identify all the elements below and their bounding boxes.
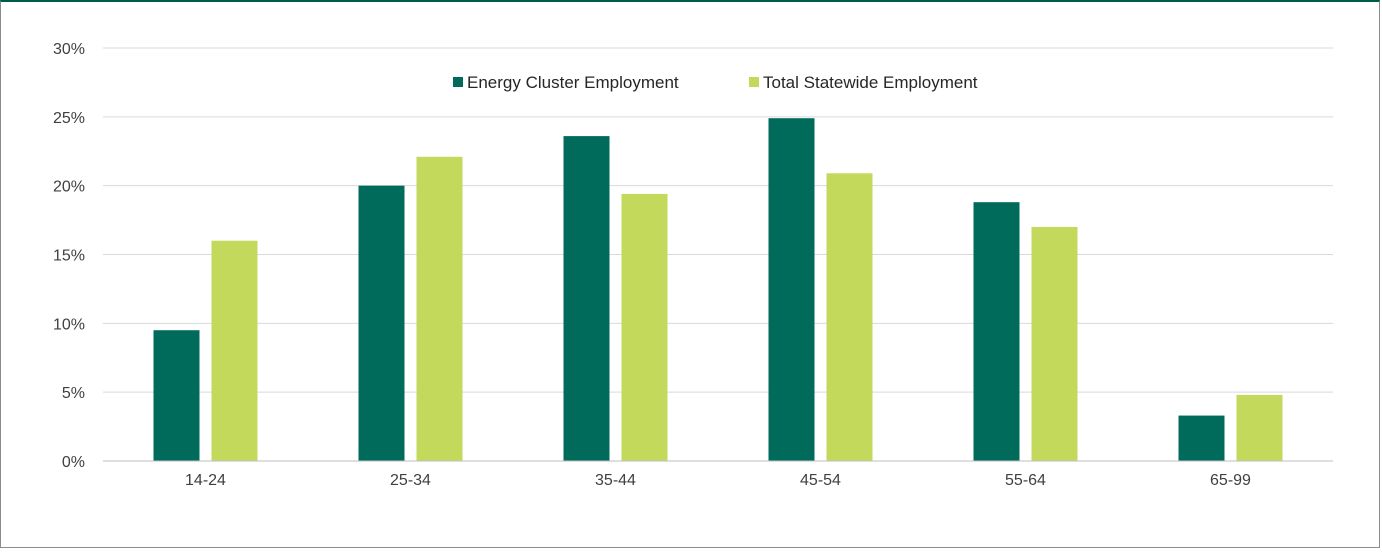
bar-total-statewide-14-24 — [211, 240, 258, 461]
x-tick-label: 65-99 — [1210, 472, 1251, 489]
legend-swatch — [453, 77, 463, 87]
bar-energy-cluster-14-24 — [153, 330, 200, 461]
bar-total-statewide-45-54 — [826, 173, 873, 461]
y-tick-label: 30% — [53, 41, 85, 58]
bar-energy-cluster-35-44 — [563, 136, 610, 461]
legend: Energy Cluster Employment Total Statewide… — [453, 73, 978, 92]
bar-energy-cluster-25-34 — [358, 185, 405, 461]
bar-energy-cluster-55-64 — [973, 202, 1020, 462]
y-tick-label: 15% — [53, 248, 85, 265]
x-tick-label: 45-54 — [800, 472, 841, 489]
x-tick-label: 14-24 — [185, 472, 226, 489]
gridlines — [103, 47, 1333, 393]
bar-total-statewide-35-44 — [621, 193, 668, 461]
legend-swatch — [749, 77, 759, 87]
bar-total-statewide-25-34 — [416, 156, 463, 462]
y-tick-label: 25% — [53, 110, 85, 127]
x-tick-label: 55-64 — [1005, 472, 1046, 489]
legend-label: Total Statewide Employment — [763, 73, 978, 92]
bar-energy-cluster-65-99 — [1178, 415, 1225, 461]
y-axis-ticks: 0% 5% 10% 15% 20% 25% 30% — [53, 41, 85, 471]
y-tick-label: 0% — [62, 454, 85, 471]
legend-label: Energy Cluster Employment — [467, 73, 679, 92]
y-tick-label: 5% — [62, 385, 85, 402]
x-tick-label: 25-34 — [390, 472, 431, 489]
bar-total-statewide-55-64 — [1031, 226, 1078, 461]
y-tick-label: 20% — [53, 179, 85, 196]
bars — [153, 118, 1283, 462]
bar-energy-cluster-45-54 — [768, 118, 815, 462]
x-tick-label: 35-44 — [595, 472, 636, 489]
y-tick-label: 10% — [53, 316, 85, 333]
x-axis-labels: 14-24 25-34 35-44 45-54 55-64 65-99 — [185, 472, 1251, 489]
bar-total-statewide-65-99 — [1236, 394, 1283, 461]
